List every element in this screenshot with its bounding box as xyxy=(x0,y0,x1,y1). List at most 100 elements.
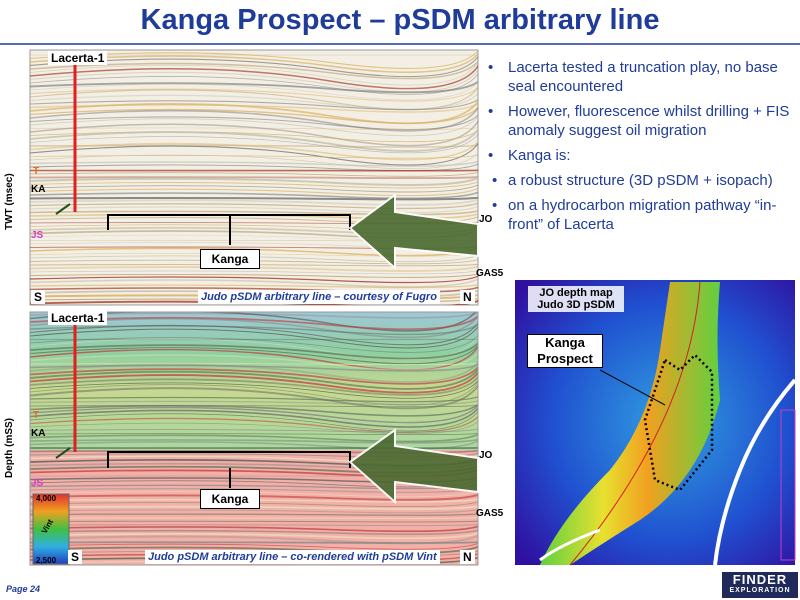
caption: Judo pSDM arbitrary line – co-rendered w… xyxy=(145,550,440,564)
reflection xyxy=(30,275,478,284)
reflection xyxy=(30,493,478,501)
sub-bullet: on a hydrocarbon migration pathway “in-f… xyxy=(478,196,796,234)
logo-word: FINDER xyxy=(732,572,788,587)
reflection xyxy=(30,92,478,111)
small-arrow xyxy=(55,203,71,215)
reflection xyxy=(30,191,478,200)
reflection xyxy=(30,52,478,74)
reflection xyxy=(30,367,478,390)
map-title: JO depth map xyxy=(539,287,613,299)
reflection xyxy=(30,85,478,110)
horizon-label: JS xyxy=(31,230,44,241)
reflection xyxy=(30,99,478,125)
bullet: However, fluorescence whilst drilling + … xyxy=(478,102,796,140)
reflection xyxy=(30,176,478,180)
horizon-label: GAS5 xyxy=(476,268,504,279)
reflection xyxy=(30,379,478,399)
reflection xyxy=(30,525,478,533)
bullet: Lacerta tested a truncation play, no bas… xyxy=(478,58,796,96)
orientation-label: S xyxy=(68,550,83,564)
horizon-label: KA xyxy=(31,184,46,195)
reflection xyxy=(30,545,478,554)
reflection xyxy=(30,400,478,406)
reflection xyxy=(30,210,478,216)
reflection xyxy=(30,406,478,428)
reflection xyxy=(30,106,478,132)
reflection xyxy=(30,106,478,124)
reflection xyxy=(30,505,478,510)
reflection xyxy=(30,370,478,394)
reflection xyxy=(30,345,478,371)
bullet-text: However, fluorescence whilst drilling + … xyxy=(508,103,790,139)
reflection xyxy=(30,351,478,371)
horizon-label: GAS5 xyxy=(476,508,504,519)
reflection xyxy=(30,415,478,433)
reflection xyxy=(30,181,478,189)
axis-label: Depth (mSS) xyxy=(4,418,15,478)
horizon-label: KA xyxy=(31,428,46,439)
reflection xyxy=(30,396,478,403)
reflection xyxy=(30,360,478,383)
bullet-list: Lacerta tested a truncation play, no bas… xyxy=(478,58,796,240)
reflection xyxy=(30,55,478,78)
reflection xyxy=(30,498,478,503)
sub-bullet: a robust structure (3D pSDM + isopach) xyxy=(478,171,796,190)
reflection xyxy=(30,363,478,372)
reflection xyxy=(30,171,478,177)
horizon-label: JO xyxy=(479,450,493,461)
reflection xyxy=(30,160,478,167)
reflection xyxy=(30,127,478,152)
map-subtitle: Judo 3D pSDM xyxy=(537,299,615,311)
bullet: Kanga is: a robust structure (3D pSDM + i… xyxy=(478,146,796,234)
reflection xyxy=(30,403,478,417)
reflection xyxy=(30,438,478,444)
orientation-label: S xyxy=(31,290,46,304)
reflection xyxy=(30,375,478,396)
reflection xyxy=(30,133,478,154)
reflection xyxy=(30,314,478,331)
reflection xyxy=(30,286,478,293)
reflection xyxy=(30,140,478,161)
reflection xyxy=(30,284,478,289)
reflection xyxy=(30,532,478,540)
reflection xyxy=(30,433,478,443)
bullet-text: Lacerta tested a truncation play, no bas… xyxy=(508,59,778,95)
reflection xyxy=(30,334,478,353)
reflection xyxy=(30,254,478,263)
target-label: Kanga xyxy=(200,489,260,509)
colorbar-min: 2,500 xyxy=(36,556,57,565)
reflection xyxy=(30,433,478,435)
reflection xyxy=(30,184,478,193)
reflection xyxy=(30,127,478,130)
orientation-label: N xyxy=(460,550,475,564)
well-label: Lacerta-1 xyxy=(48,311,108,325)
logo: FINDER EXPLORATION xyxy=(722,573,798,596)
seismic-reflections xyxy=(30,312,478,565)
map-fault xyxy=(539,528,601,562)
migration-arrow xyxy=(348,193,479,271)
reflection xyxy=(30,321,478,346)
map-channel xyxy=(540,282,720,565)
reflection xyxy=(30,490,478,498)
reflection xyxy=(30,559,478,565)
reflection xyxy=(30,265,478,273)
reflection xyxy=(30,270,478,275)
reflection xyxy=(30,501,478,508)
logo-box xyxy=(722,572,798,598)
structure-bracket xyxy=(107,214,351,245)
prospect-label: Kanga Prospect xyxy=(527,334,603,368)
reflection xyxy=(30,81,478,101)
reflection xyxy=(30,383,478,410)
reflection xyxy=(30,487,478,493)
reflection xyxy=(30,252,478,257)
reflection xyxy=(30,404,478,424)
reflection xyxy=(30,325,478,349)
map-header: JO depth map Judo 3D pSDM xyxy=(528,286,624,312)
axis-label: TWT (msec) xyxy=(4,173,15,230)
horizon-label: T xyxy=(33,166,40,177)
reflection xyxy=(30,278,478,288)
reflection xyxy=(30,410,478,432)
structure-bracket xyxy=(107,451,351,488)
